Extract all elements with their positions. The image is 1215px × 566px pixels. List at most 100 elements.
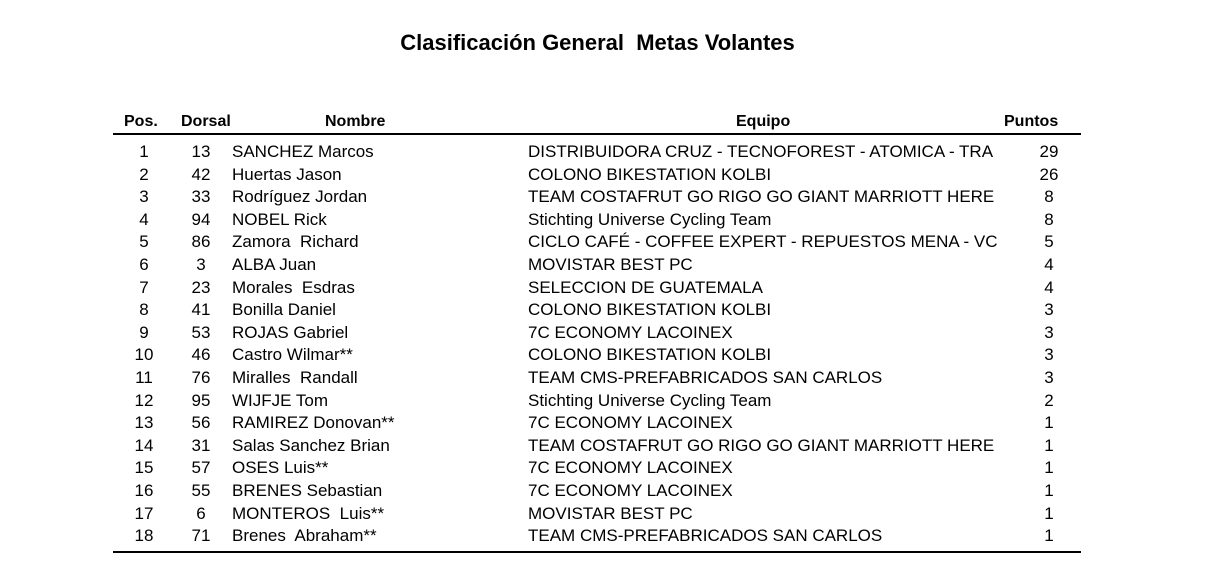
cell-nombre: Morales Esdras bbox=[232, 277, 355, 297]
cell-puntos: 3 bbox=[1044, 345, 1054, 365]
cell-nombre: OSES Luis** bbox=[232, 458, 329, 478]
cell-dorsal: 46 bbox=[191, 345, 211, 365]
cell-pos: 4 bbox=[139, 209, 149, 229]
cell-pos: 14 bbox=[134, 435, 154, 455]
table-body: 1 13 SANCHEZ Marcos DISTRIBUIDORA CRUZ - TE… bbox=[113, 135, 1081, 553]
cell-pos: 13 bbox=[134, 413, 154, 433]
cell-nombre: ALBA Juan bbox=[232, 254, 317, 274]
cell-nombre: NOBEL Rick bbox=[232, 209, 327, 229]
table-row: 11 76 Miralles Randall TEAM CMS-PREFABRICAD… bbox=[113, 367, 1081, 390]
header-pos: Pos. bbox=[124, 113, 158, 130]
cell-pos: 8 bbox=[139, 300, 149, 320]
cell-pos: 2 bbox=[139, 164, 149, 184]
cell-pos: 11 bbox=[135, 367, 153, 387]
cell-dorsal: 86 bbox=[191, 232, 211, 252]
cell-pos: 17 bbox=[134, 503, 154, 523]
cell-nombre: Bonilla Daniel bbox=[232, 300, 336, 320]
cell-nombre: Huertas Jason bbox=[232, 164, 342, 184]
cell-pos: 9 bbox=[139, 322, 149, 342]
cell-nombre: ROJAS Gabriel bbox=[232, 322, 349, 342]
cell-equipo: 7C ECONOMY LACOINEX bbox=[528, 480, 733, 500]
table-row: 18 71 Brenes Abraham** TEAM CMS-PREFABRICAD… bbox=[113, 525, 1081, 548]
cell-equipo: 7C ECONOMY LACOINEX bbox=[528, 458, 733, 478]
cell-dorsal: 42 bbox=[191, 164, 211, 184]
cell-pos: 10 bbox=[134, 345, 154, 365]
cell-equipo: MOVISTAR BEST PC bbox=[528, 254, 693, 274]
cell-equipo: DISTRIBUIDORA CRUZ - TECNOFOREST - ATOMI… bbox=[528, 142, 994, 161]
table-row: 6 3 ALBA Juan MOVISTAR BEST PC 4 bbox=[113, 254, 1081, 277]
cell-nombre: BRENES Sebastian bbox=[232, 480, 383, 500]
cell-pos: 7 bbox=[139, 277, 149, 297]
classification-table: Pos. Dorsal Nombre Equipo Puntos 1 13 SANC… bbox=[113, 110, 1081, 553]
table-row: 7 23 Morales Esdras SELECCION DE GUATEMALA 4 bbox=[113, 277, 1081, 300]
cell-equipo: 7C ECONOMY LACOINEX bbox=[528, 322, 733, 342]
cell-pos: 1 bbox=[139, 142, 149, 161]
table-row: 1 13 SANCHEZ Marcos DISTRIBUIDORA CRUZ - TE… bbox=[113, 141, 1081, 164]
cell-equipo: MOVISTAR BEST PC bbox=[528, 503, 693, 523]
cell-puntos: 29 bbox=[1039, 142, 1059, 161]
cell-dorsal: 33 bbox=[191, 187, 211, 207]
cell-equipo: COLONO BIKESTATION KOLBI bbox=[528, 345, 772, 365]
cell-puntos: 26 bbox=[1039, 164, 1059, 184]
cell-puntos: 3 bbox=[1044, 367, 1054, 387]
cell-puntos: 8 bbox=[1044, 187, 1054, 207]
cell-equipo: SELECCION DE GUATEMALA bbox=[528, 277, 763, 297]
cell-puntos: 3 bbox=[1044, 300, 1054, 320]
table-row: 2 42 Huertas Jason COLONO BIKESTATION KOLBI… bbox=[113, 164, 1081, 187]
table-row: 9 53 ROJAS Gabriel 7C ECONOMY LACOINEX 3 bbox=[113, 322, 1081, 345]
cell-equipo: COLONO BIKESTATION KOLBI bbox=[528, 164, 772, 184]
cell-dorsal: 95 bbox=[191, 390, 211, 410]
cell-puntos: 1 bbox=[1044, 503, 1054, 523]
cell-puntos: 1 bbox=[1044, 435, 1054, 455]
cell-dorsal: 6 bbox=[196, 503, 206, 523]
cell-puntos: 1 bbox=[1044, 413, 1054, 433]
cell-equipo: COLONO BIKESTATION KOLBI bbox=[528, 300, 772, 320]
cell-nombre: Brenes Abraham** bbox=[232, 526, 377, 546]
cell-equipo: CICLO CAFÉ - COFFEE EXPERT - REPUESTOS M… bbox=[528, 232, 998, 252]
cell-equipo: TEAM CMS-PREFABRICADOS SAN CARLOS bbox=[528, 526, 883, 546]
cell-puntos: 1 bbox=[1044, 526, 1054, 546]
cell-puntos: 2 bbox=[1044, 390, 1054, 410]
cell-dorsal: 41 bbox=[191, 300, 211, 320]
table-header: Pos. Dorsal Nombre Equipo Puntos bbox=[113, 110, 1081, 135]
cell-puntos: 3 bbox=[1044, 322, 1054, 342]
table-row: 10 46 Castro Wilmar** COLONO BIKESTATION KO… bbox=[113, 344, 1081, 367]
cell-nombre: RAMIREZ Donovan** bbox=[232, 413, 395, 433]
table-row: 15 57 OSES Luis** 7C ECONOMY LACOINEX 1 bbox=[113, 457, 1081, 480]
cell-dorsal: 94 bbox=[191, 209, 211, 229]
header-nombre: Nombre bbox=[325, 113, 386, 130]
cell-nombre: SANCHEZ Marcos bbox=[232, 142, 374, 161]
cell-dorsal: 76 bbox=[191, 367, 211, 387]
table-row: 16 55 BRENES Sebastian 7C ECONOMY LACOINEX 1 bbox=[113, 480, 1081, 503]
header-equipo: Equipo bbox=[736, 113, 791, 130]
cell-puntos: 8 bbox=[1044, 209, 1054, 229]
table-row: 8 41 Bonilla Daniel COLONO BIKESTATION KOLB… bbox=[113, 299, 1081, 322]
cell-dorsal: 55 bbox=[191, 480, 211, 500]
table-row: 5 86 Zamora Richard CICLO CAFÉ - COFFEE EXP… bbox=[113, 231, 1081, 254]
cell-equipo: Stichting Universe Cycling Team bbox=[528, 209, 772, 229]
cell-pos: 6 bbox=[139, 254, 149, 274]
cell-puntos: 1 bbox=[1044, 480, 1054, 500]
cell-puntos: 4 bbox=[1044, 254, 1054, 274]
cell-pos: 15 bbox=[134, 458, 154, 478]
cell-equipo: TEAM COSTAFRUT GO RIGO GO GIANT MARRIOTT… bbox=[528, 187, 995, 207]
table-row: 3 33 Rodríguez Jordan TEAM COSTAFRUT GO RIG… bbox=[113, 186, 1081, 209]
cell-pos: 18 bbox=[134, 526, 154, 546]
cell-equipo: TEAM CMS-PREFABRICADOS SAN CARLOS bbox=[528, 367, 883, 387]
cell-dorsal: 56 bbox=[191, 413, 211, 433]
cell-dorsal: 71 bbox=[191, 526, 211, 546]
cell-dorsal: 3 bbox=[196, 254, 206, 274]
table-row: 13 56 RAMIREZ Donovan** 7C ECONOMY LACOINEX… bbox=[113, 412, 1081, 435]
cell-nombre: Miralles Randall bbox=[232, 367, 358, 387]
table-row: 14 31 Salas Sanchez Brian TEAM COSTAFRUT GO… bbox=[113, 435, 1081, 458]
table-row: 12 95 WIJFJE Tom Stichting Universe Cycling… bbox=[113, 390, 1081, 413]
cell-nombre: WIJFJE Tom bbox=[232, 390, 329, 410]
header-dorsal: Dorsal bbox=[181, 113, 231, 130]
cell-nombre: MONTEROS Luis** bbox=[232, 503, 385, 523]
cell-dorsal: 13 bbox=[191, 142, 211, 161]
table-row: 17 6 MONTEROS Luis** MOVISTAR BEST PC 1 bbox=[113, 503, 1081, 526]
cell-nombre: Salas Sanchez Brian bbox=[232, 435, 390, 455]
cell-pos: 16 bbox=[134, 480, 154, 500]
cell-nombre: Castro Wilmar** bbox=[232, 345, 353, 365]
cell-pos: 12 bbox=[134, 390, 154, 410]
